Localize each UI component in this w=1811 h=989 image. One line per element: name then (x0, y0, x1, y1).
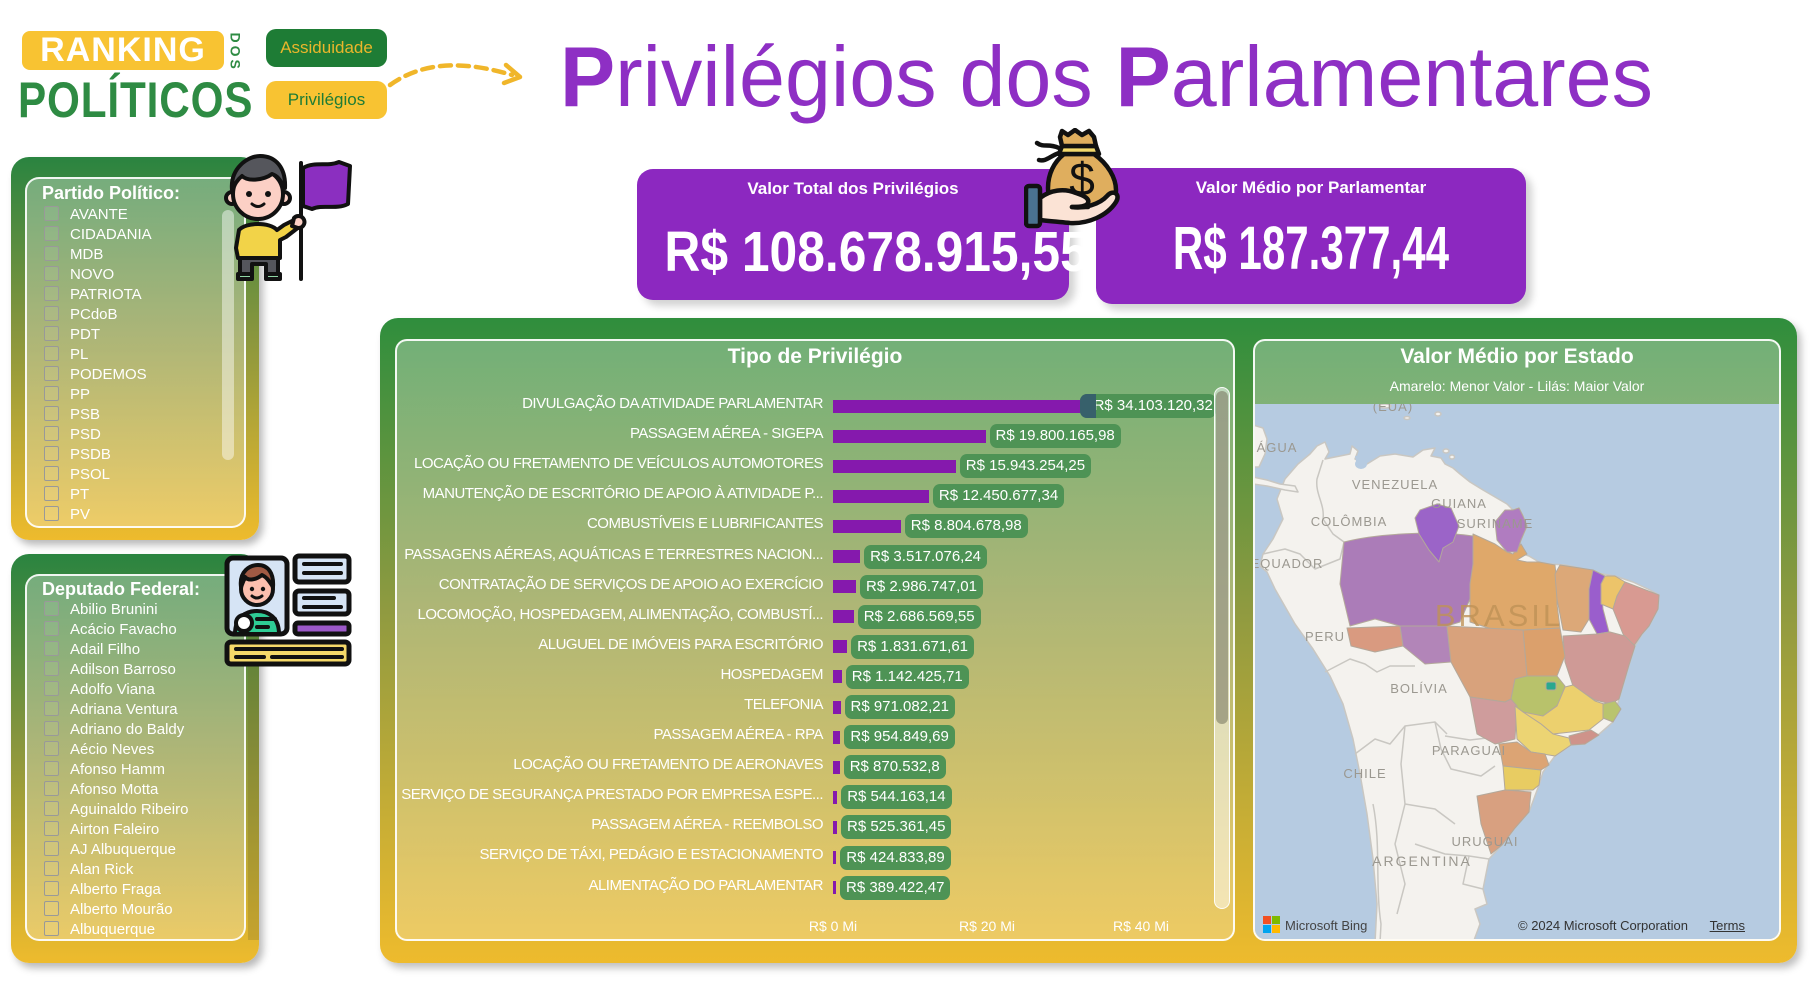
svg-text:PARAGUAI: PARAGUAI (1432, 743, 1506, 758)
svg-text:ARGENTINA: ARGENTINA (1372, 853, 1472, 869)
svg-text:URUGUAI: URUGUAI (1452, 834, 1519, 849)
svg-text:EQUADOR: EQUADOR (1255, 556, 1323, 571)
svg-text:BRASIL: BRASIL (1435, 598, 1563, 633)
svg-text:SURINAME: SURINAME (1457, 516, 1534, 531)
svg-text:VENEZUELA: VENEZUELA (1352, 477, 1438, 492)
svg-text:CHILE: CHILE (1343, 766, 1386, 781)
svg-text:ÁGUA: ÁGUA (1257, 440, 1298, 455)
svg-text:(EUA): (EUA) (1373, 404, 1413, 414)
svg-text:COLÔMBIA: COLÔMBIA (1311, 514, 1388, 529)
svg-text:BOLÍVIA: BOLÍVIA (1390, 681, 1448, 696)
svg-text:PERU: PERU (1305, 629, 1345, 644)
svg-text:GUIANA: GUIANA (1431, 496, 1487, 511)
